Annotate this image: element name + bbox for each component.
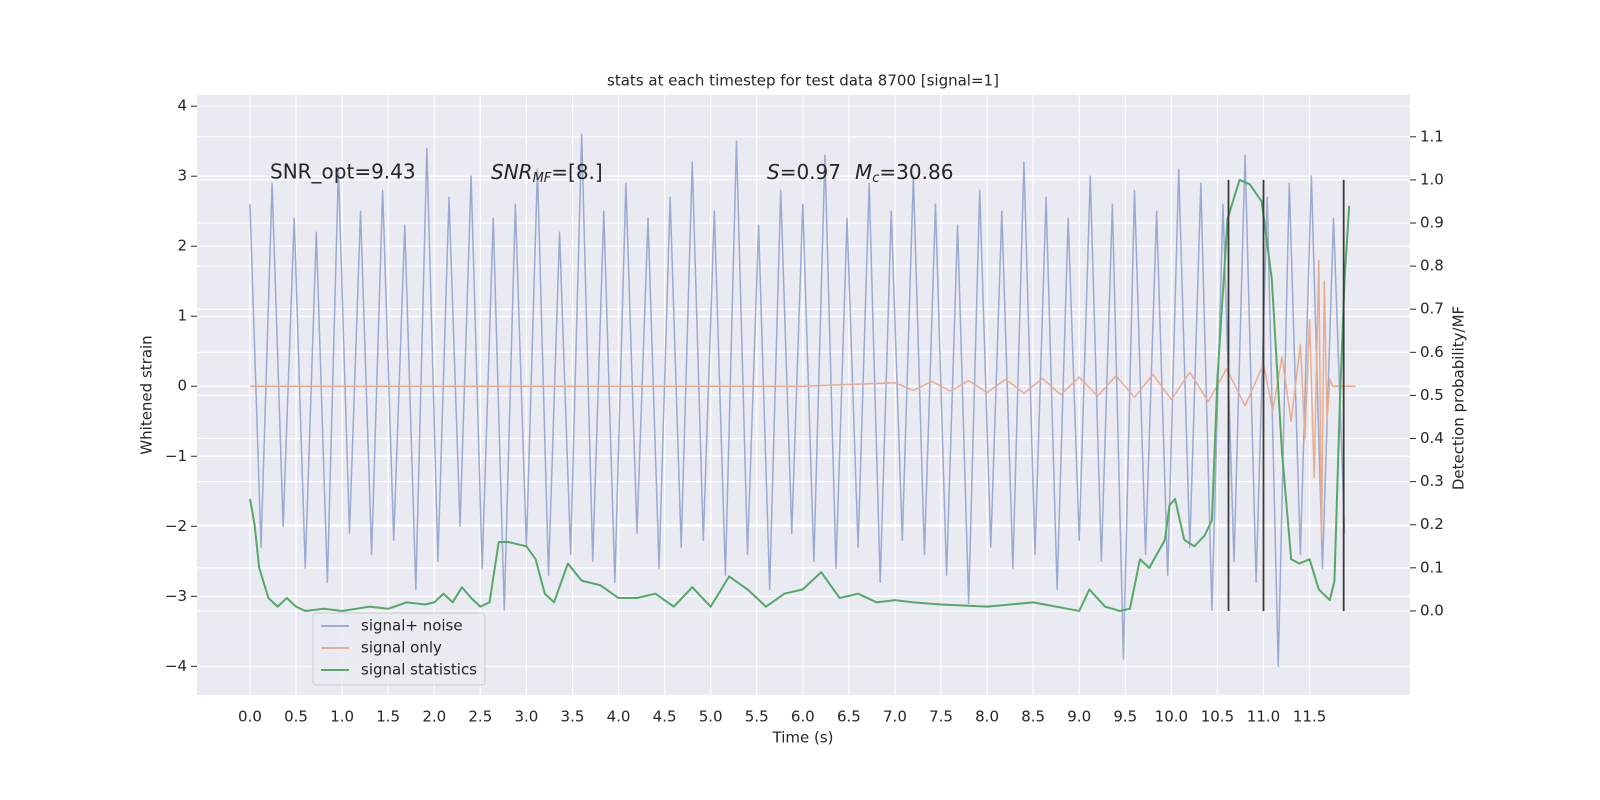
x-tick-label: 7.0 — [883, 708, 907, 726]
x-tick-label: 4.0 — [607, 708, 631, 726]
x-tick-label: 9.0 — [1067, 708, 1091, 726]
x-tick-label: 5.0 — [699, 708, 723, 726]
legend: signal+ noise signal only signal statistic… — [312, 612, 486, 686]
x-tick-label: 3.0 — [514, 708, 538, 726]
y-tick-label: 4 — [177, 97, 187, 115]
x-tick-label: 10.5 — [1201, 708, 1234, 726]
y2-tick-label: 0.6 — [1420, 343, 1444, 361]
x-tick-label: 8.5 — [1021, 708, 1045, 726]
x-tick-label: 7.5 — [929, 708, 953, 726]
y2-tick-label: 0.8 — [1420, 257, 1444, 275]
legend-label: signal+ noise — [361, 617, 463, 635]
x-tick-label: 2.5 — [468, 708, 492, 726]
x-tick-label: 0.5 — [284, 708, 308, 726]
series-line — [249, 133, 1346, 668]
y2-tick-label: 0.0 — [1420, 601, 1444, 619]
plot-marks — [248, 133, 1356, 668]
y-tick-label: −2 — [165, 517, 187, 535]
y2-tick-label: 0.4 — [1420, 429, 1444, 447]
y2-axis-label: Detection probability/MF — [1450, 306, 1468, 490]
annotation: S=0.97 Mc=30.86 — [767, 160, 953, 186]
annotation: SNR_opt=9.43 — [270, 160, 416, 184]
y2-tick-label: 1.0 — [1420, 170, 1444, 188]
x-tick-label: 4.5 — [653, 708, 677, 726]
y2-tick-label: 1.1 — [1420, 127, 1444, 145]
x-axis-label: Time (s) — [772, 729, 834, 747]
x-tick-label: 9.5 — [1113, 708, 1137, 726]
legend-label: signal only — [361, 639, 442, 657]
annotation-part: c — [872, 171, 879, 186]
annotation: SNRMF=[8.] — [491, 160, 603, 186]
chart-title: stats at each timestep for test data 870… — [607, 72, 999, 90]
y-axis-label: Whitened strain — [138, 335, 156, 454]
y2-tick-label: 0.5 — [1420, 386, 1444, 404]
y-tick-label: −3 — [165, 587, 187, 605]
x-tick-label: 6.5 — [837, 708, 861, 726]
annotation-part: M — [855, 160, 872, 184]
ticks: 0.0 0.5 1.0 1.5 2.0 2.5 3.0 3.5 4.0 4.5 5.0 5.5 6.0 6… — [165, 97, 1444, 726]
y2-tick-label: 0.2 — [1420, 515, 1444, 533]
y-tick-label: 0 — [177, 377, 187, 395]
annotation-part: =0.97 — [780, 160, 841, 184]
annotation-part: SNR — [491, 160, 533, 184]
x-tick-label: 0.0 — [238, 708, 262, 726]
annotation-part: MF — [533, 171, 552, 186]
x-tick-label: 8.0 — [975, 708, 999, 726]
x-tick-label: 11.0 — [1247, 708, 1280, 726]
y-tick-label: −1 — [165, 447, 187, 465]
y-tick-label: −4 — [165, 657, 187, 675]
y-tick-label: 3 — [177, 167, 187, 185]
y-tick-label: 1 — [177, 307, 187, 325]
x-tick-label: 3.5 — [561, 708, 585, 726]
annotation-part: =30.86 — [879, 160, 953, 184]
x-tick-label: 6.0 — [791, 708, 815, 726]
series-line — [249, 259, 1356, 542]
series-line — [248, 178, 1351, 612]
x-tick-label: 2.0 — [422, 708, 446, 726]
y2-tick-label: 0.3 — [1420, 472, 1444, 490]
y2-tick-label: 0.9 — [1420, 214, 1444, 232]
x-tick-label: 1.5 — [376, 708, 400, 726]
y-tick-label: 2 — [177, 237, 187, 255]
legend-label: signal statistics — [361, 661, 477, 679]
x-tick-label: 1.0 — [330, 708, 354, 726]
x-tick-label: 10.0 — [1155, 708, 1188, 726]
y2-tick-label: 0.1 — [1420, 558, 1444, 576]
annotation-part: S — [767, 160, 780, 184]
x-tick-label: 11.5 — [1293, 708, 1326, 726]
legend-box — [312, 612, 486, 686]
annotation-part: =[8.] — [551, 160, 602, 184]
x-tick-label: 5.5 — [745, 708, 769, 726]
y2-tick-label: 0.7 — [1420, 300, 1444, 318]
